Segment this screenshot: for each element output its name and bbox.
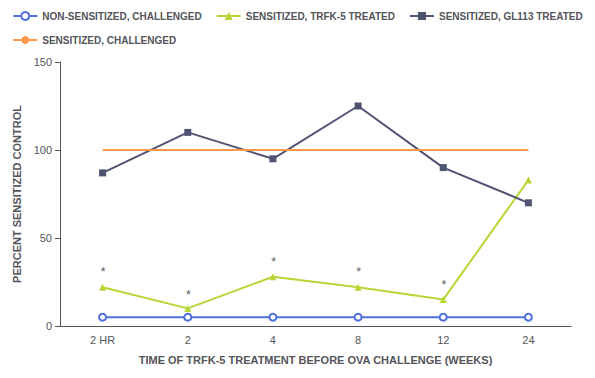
svg-text:*: *	[356, 264, 362, 279]
svg-text:24: 24	[522, 334, 534, 346]
svg-text:2 HR: 2 HR	[90, 334, 115, 346]
svg-text:SENSITIZED, GL113 TREATED: SENSITIZED, GL113 TREATED	[439, 11, 583, 22]
svg-text:SENSITIZED, CHALLENGED: SENSITIZED, CHALLENGED	[42, 35, 176, 46]
svg-text:SENSITIZED, TRFK-5 TREATED: SENSITIZED, TRFK-5 TREATED	[246, 11, 395, 22]
svg-text:TIME OF TRFK-5 TREATMENT BEFOR: TIME OF TRFK-5 TREATMENT BEFORE OVA CHAL…	[139, 354, 493, 366]
svg-text:8: 8	[355, 334, 361, 346]
svg-text:NON-SENSITIZED, CHALLENGED: NON-SENSITIZED, CHALLENGED	[42, 11, 201, 22]
svg-text:0: 0	[46, 320, 52, 332]
svg-text:50: 50	[40, 232, 52, 244]
svg-text:*: *	[270, 254, 276, 269]
svg-text:100: 100	[34, 144, 52, 156]
svg-text:*: *	[185, 287, 191, 302]
svg-text:*: *	[100, 264, 106, 279]
svg-text:150: 150	[34, 56, 52, 68]
svg-text:4: 4	[270, 334, 276, 346]
svg-text:PERCENT SENSITIZED CONTROL: PERCENT SENSITIZED CONTROL	[11, 105, 23, 283]
svg-text:2: 2	[185, 334, 191, 346]
svg-text:*: *	[441, 277, 447, 292]
svg-text:12: 12	[437, 334, 449, 346]
